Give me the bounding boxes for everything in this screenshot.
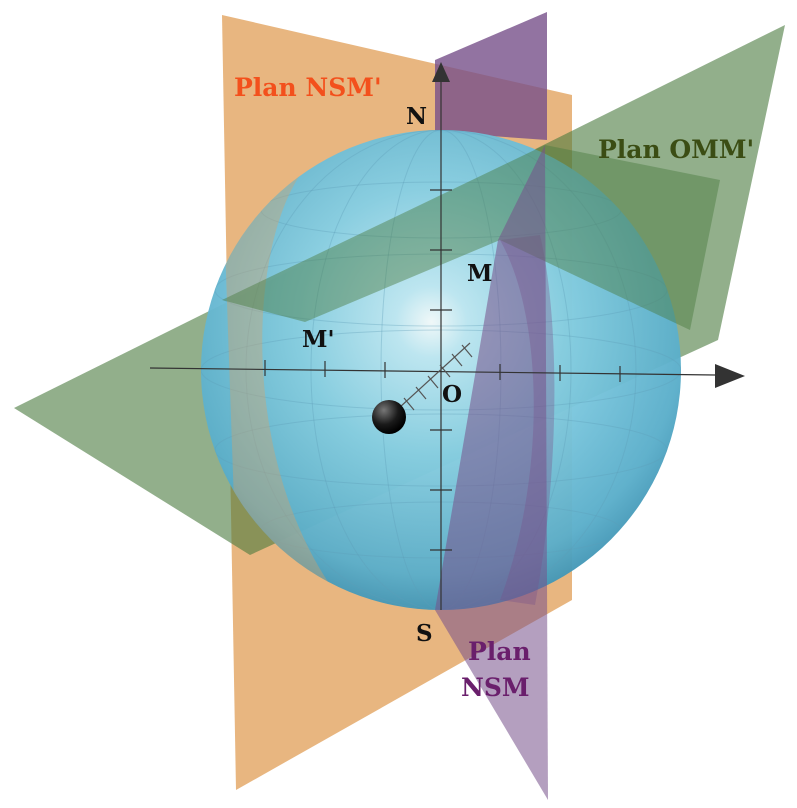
label-point-m-prime: M' [302,326,335,353]
vertical-axis [430,75,452,610]
horizontal-axis-arrowhead [715,364,745,388]
green-plane-front [222,145,720,330]
vertical-axis-arrowhead [432,62,450,82]
label-plan-nsm-line1: Plan [468,637,531,666]
purple-plane-bottom [435,145,548,800]
label-point-m: M [467,260,492,287]
label-plan-nsm-prime: Plan NSM' [234,73,382,102]
label-point-s: S [416,620,433,647]
label-plan-nsm-line2: NSM [461,673,530,702]
label-point-n: N [406,103,427,130]
label-point-o: O [442,381,462,408]
depth-axis-ball [372,400,406,434]
depth-axis [387,342,473,419]
horizontal-axis [149,360,716,382]
purple-plane-top [435,12,547,140]
label-plan-omm-prime: Plan OMM' [598,135,754,164]
